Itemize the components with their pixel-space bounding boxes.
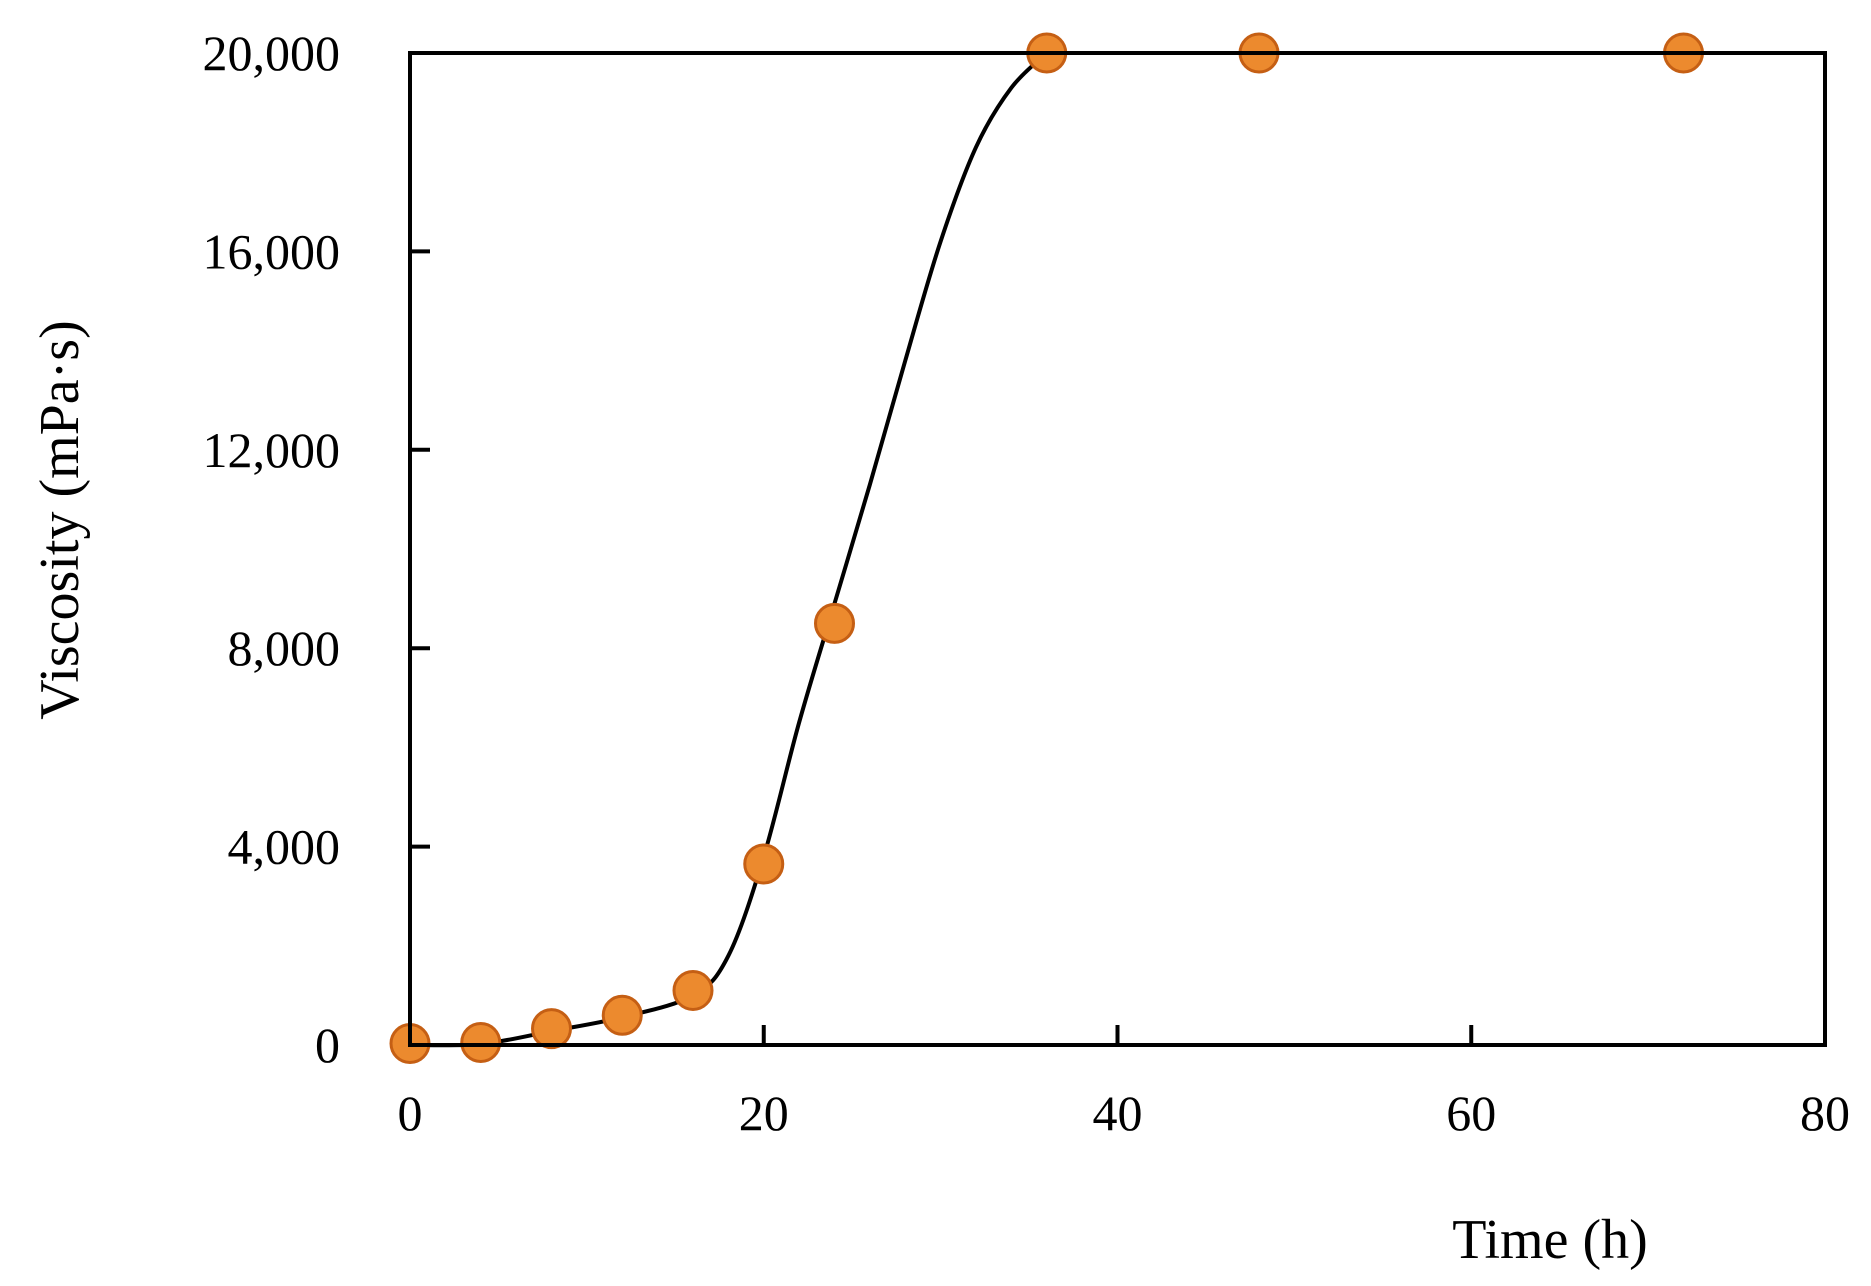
x-axis-title: Time (h) (1452, 1209, 1648, 1271)
data-point (460, 1022, 502, 1064)
data-point (814, 602, 855, 644)
data-point (601, 994, 643, 1036)
y-tick-label: 12,000 (203, 422, 341, 478)
trend-curve-layer (409, 51, 1049, 1048)
y-axis-title: Viscosity (mPa·s) (29, 320, 91, 720)
axes-layer (408, 51, 1827, 1047)
trend-curve (409, 51, 1049, 1048)
y-tick-label: 16,000 (203, 223, 341, 279)
data-point (672, 969, 714, 1011)
x-tick-label: 80 (1800, 1085, 1850, 1141)
y-tick-label: 0 (315, 1017, 340, 1073)
y-tick-label: 8,000 (228, 620, 341, 676)
plot-frame (408, 51, 1827, 1047)
x-tick-label: 40 (1093, 1085, 1143, 1141)
y-tick-label: 4,000 (228, 819, 341, 875)
x-tick-label: 20 (739, 1085, 789, 1141)
x-tick-label: 0 (398, 1085, 423, 1141)
y-tick-label: 20,000 (203, 25, 341, 81)
data-points-layer (389, 32, 1704, 1065)
data-point (743, 843, 785, 885)
x-tick-label: 60 (1446, 1085, 1496, 1141)
data-point (531, 1008, 572, 1050)
ticks-layer: 0 20 40 60 80 0 4,000 8,000 12,000 16,000 20,000 (203, 25, 1851, 1141)
